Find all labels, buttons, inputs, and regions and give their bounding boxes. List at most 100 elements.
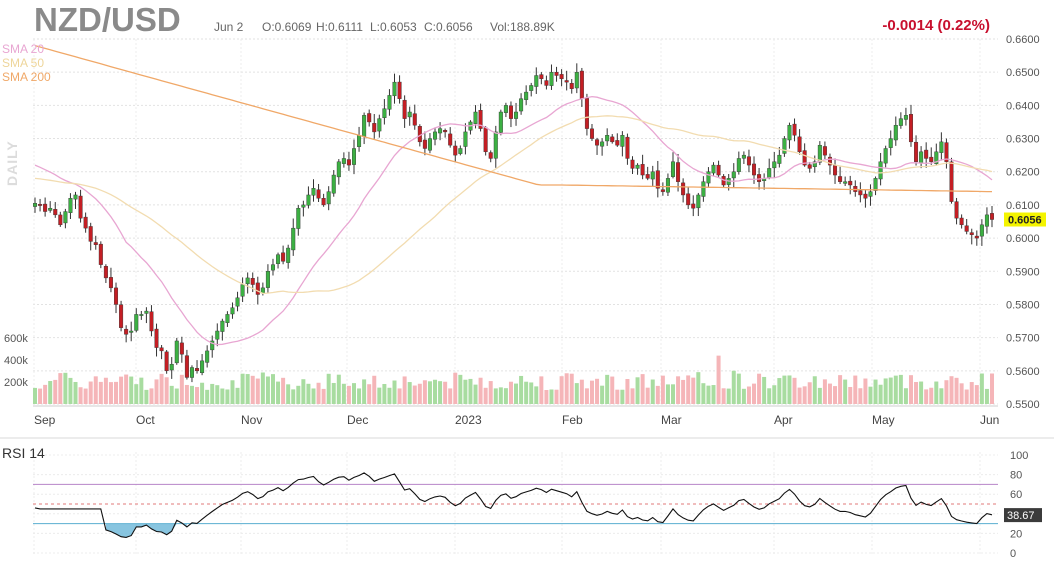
candle: [448, 133, 453, 146]
candle: [888, 138, 893, 148]
candle: [443, 130, 448, 133]
candle: [827, 156, 832, 166]
volume-bar: [281, 377, 286, 404]
volume-bar: [858, 388, 863, 404]
sma200-legend: SMA 200: [2, 70, 51, 84]
volume-tick-label: 400k: [4, 355, 28, 367]
volume-bar: [620, 389, 625, 404]
volume-bar: [195, 387, 200, 404]
rsi-value-label: 38.67: [1007, 510, 1035, 522]
volume-bar: [817, 387, 822, 404]
volume-bar: [559, 376, 564, 404]
candle: [225, 314, 230, 323]
volume-bar: [990, 373, 994, 404]
volume-bar: [169, 385, 174, 404]
volume-bar: [787, 375, 792, 404]
volume-bar: [245, 374, 250, 404]
candle: [200, 360, 205, 374]
candle: [255, 282, 260, 295]
sma20-line: [34, 95, 993, 346]
candle: [600, 141, 605, 147]
volume-bar: [919, 381, 924, 404]
candle: [169, 363, 174, 371]
rsi-tick-label: 60: [1010, 489, 1022, 501]
volume-bar: [422, 380, 427, 404]
candle: [164, 351, 169, 372]
volume-bar: [124, 374, 129, 404]
candle: [68, 198, 73, 213]
volume-bar: [514, 383, 519, 404]
ohlc-close: C:0.6056: [424, 20, 473, 34]
volume-bar: [367, 384, 372, 404]
volume-bar: [929, 387, 934, 404]
candle: [73, 194, 78, 200]
x-axis-label: Jun: [980, 413, 999, 427]
candle: [205, 350, 210, 363]
ohlc-low: L:0.6053: [370, 20, 417, 34]
volume-bar: [286, 384, 291, 404]
volume-bar: [33, 387, 37, 404]
candle: [184, 355, 189, 378]
volume-bar: [883, 378, 888, 404]
candle: [822, 146, 827, 156]
volume-bar: [539, 376, 544, 404]
volume-bar: [276, 381, 281, 404]
volume-bar: [149, 388, 154, 404]
candle: [660, 189, 665, 192]
volume-bar: [529, 382, 534, 404]
volume-bar: [326, 373, 331, 404]
candle: [296, 208, 301, 229]
volume-bar: [827, 383, 832, 404]
candle: [777, 154, 782, 164]
candle: [908, 114, 913, 143]
price-tick-label: 0.5900: [1006, 266, 1040, 278]
volume-bar: [569, 373, 574, 404]
candle: [802, 150, 807, 166]
volume-bar: [53, 379, 58, 404]
candle: [377, 118, 382, 132]
volume-bar: [843, 379, 848, 404]
volume-bar: [650, 379, 655, 404]
candle: [63, 211, 68, 224]
candle: [650, 171, 655, 180]
last-price-badge: [1004, 212, 1046, 227]
candle: [38, 204, 43, 206]
volume-bar: [605, 374, 610, 404]
volume-bar: [903, 388, 908, 404]
volume-bar: [498, 387, 503, 404]
candle: [964, 225, 969, 232]
rsi-tick-label: 100: [1010, 450, 1028, 462]
candle: [286, 247, 291, 263]
candle: [463, 131, 468, 147]
candle: [949, 161, 954, 202]
candle: [311, 188, 316, 196]
candle: [453, 145, 458, 156]
candle: [438, 128, 443, 134]
volume-bar: [225, 389, 230, 404]
volume-bar: [154, 379, 159, 404]
candle: [549, 71, 554, 86]
candle: [422, 139, 427, 149]
candle: [696, 194, 701, 209]
volume-bar: [908, 375, 913, 404]
volume-bar: [979, 373, 984, 404]
volume-bar: [58, 373, 63, 404]
volume-bar: [210, 383, 215, 404]
volume-bar: [767, 388, 772, 404]
candle: [544, 80, 549, 86]
volume-bar: [205, 389, 210, 404]
volume-bar: [736, 373, 741, 404]
candle: [321, 198, 326, 206]
candle: [701, 181, 706, 197]
candle: [579, 70, 584, 99]
candle: [195, 368, 200, 372]
candle: [767, 168, 772, 178]
volume-bar: [944, 380, 949, 404]
volume-bar: [473, 384, 478, 404]
volume-bar: [164, 377, 169, 404]
candle: [346, 159, 351, 166]
volume-bar: [701, 383, 706, 404]
volume-bar: [43, 384, 48, 404]
volume-bar: [463, 379, 468, 404]
